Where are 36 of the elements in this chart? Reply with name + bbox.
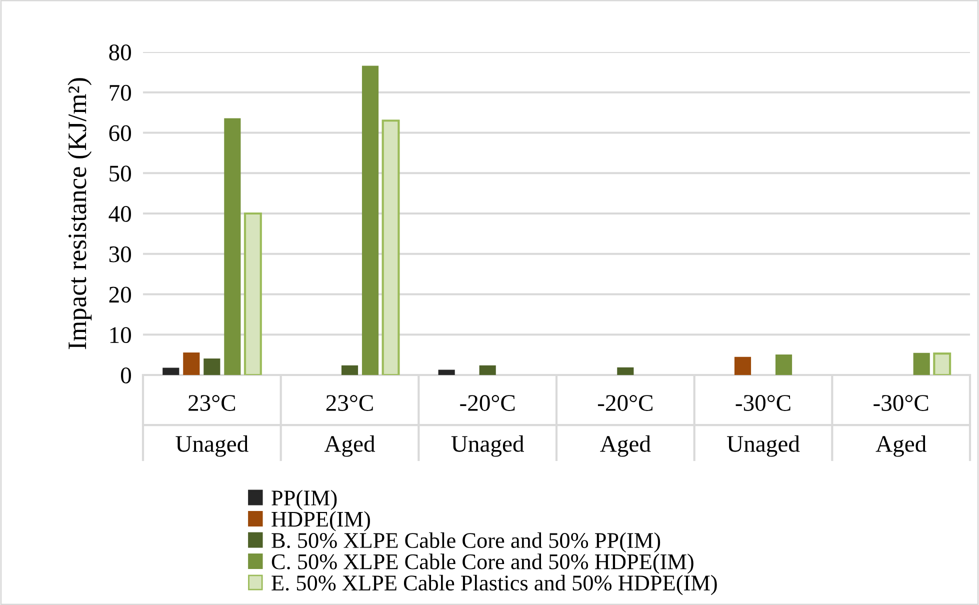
bar	[224, 118, 241, 375]
y-tick-label: 50	[110, 166, 131, 182]
x-tick-label: -20°C Aged	[598, 395, 652, 457]
legend-label: E. 50% XLPE Cable Plastics and 50% HDPE(IM)	[272, 574, 717, 596]
y-tick-label: 0	[120, 367, 131, 384]
y-tick-label: 70	[110, 84, 131, 101]
y-tick-label: 40	[108, 206, 131, 222]
bar	[913, 352, 930, 375]
bar	[438, 370, 455, 375]
x-tick-label: 23°C Aged	[324, 395, 376, 457]
bar	[382, 120, 400, 375]
bar	[204, 358, 220, 375]
bar	[244, 212, 262, 375]
x-tick-label: -30°C Unaged	[727, 395, 800, 457]
y-tick-label: 20	[109, 286, 131, 303]
bar	[775, 354, 792, 375]
bar	[162, 368, 180, 375]
bar	[479, 365, 496, 375]
bar	[933, 352, 952, 375]
x-tick-label: 23°C Unaged	[176, 395, 248, 457]
y-tick-label: 80	[109, 44, 131, 60]
x-tick-label: -30°C Aged	[874, 395, 928, 457]
y-tick-label: 30	[109, 246, 131, 262]
x-tick-label: -20°C Unaged	[451, 395, 524, 457]
y-axis-title: Impact resistance (KJ/m²)	[68, 78, 92, 350]
legend-label: PP(IM)	[272, 490, 337, 510]
bar	[183, 352, 200, 375]
bar	[734, 356, 752, 375]
legend-label: HDPE(IM)	[272, 511, 370, 532]
legend-label: C. 50% XLPE Cable Core and 50% HDPE(IM)	[272, 554, 694, 574]
y-tick-label: 10	[110, 327, 131, 344]
y-tick-label: 60	[109, 125, 131, 142]
bar	[362, 66, 379, 375]
bar	[617, 367, 634, 375]
legend-label: B. 50% XLPE Cable Core and 50% PP(IM)	[272, 532, 660, 553]
bar	[341, 365, 358, 375]
